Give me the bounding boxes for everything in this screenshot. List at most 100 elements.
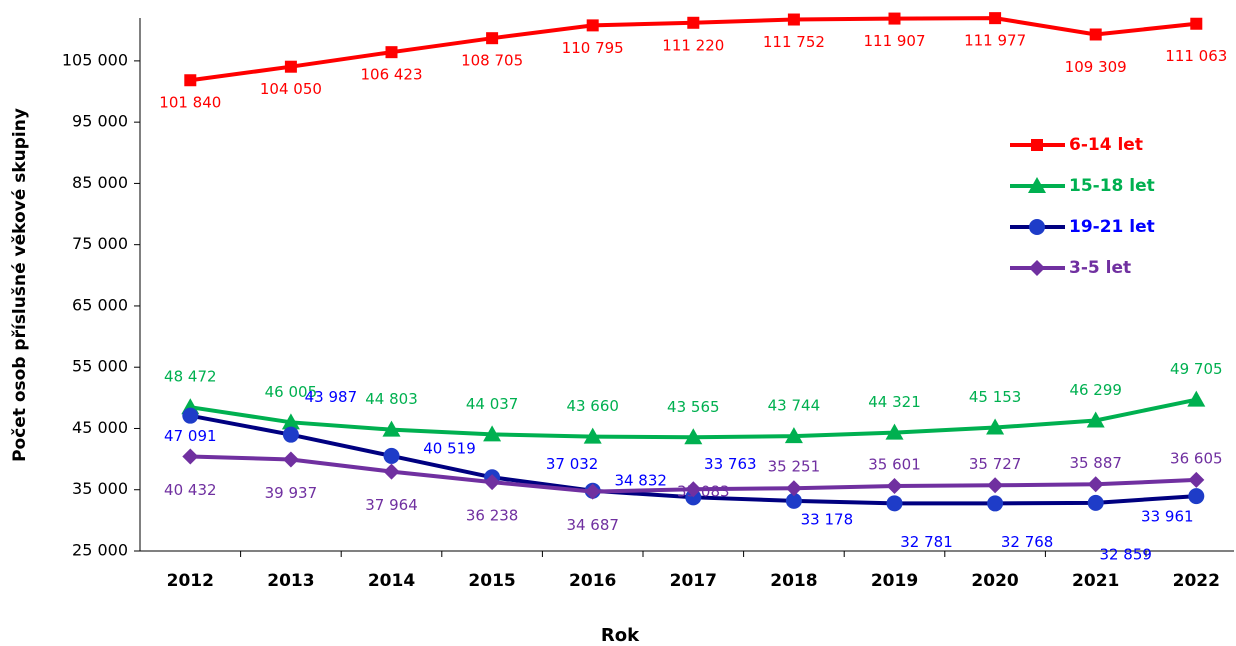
value-label: 111 752 [763, 33, 825, 51]
point [584, 483, 601, 500]
point [687, 16, 700, 29]
point [784, 427, 803, 444]
value-label: 45 153 [969, 388, 1022, 406]
point [382, 420, 401, 437]
value-label: 111 907 [863, 32, 925, 50]
point [989, 12, 1002, 25]
value-label: 39 937 [265, 484, 318, 502]
x-tick-label: 2020 [971, 571, 1018, 591]
value-label: 46 005 [265, 383, 318, 401]
value-label: 40 519 [423, 439, 476, 457]
value-label: 101 840 [159, 94, 221, 112]
point [182, 448, 199, 465]
value-label: 48 472 [164, 368, 217, 386]
value-label: 32 859 [1099, 545, 1152, 563]
value-label: 109 309 [1065, 58, 1127, 76]
value-label: 43 565 [667, 398, 720, 416]
point [987, 477, 1004, 494]
x-tick-label: 2016 [569, 571, 616, 591]
legend-label: 3-5 let [1069, 258, 1131, 278]
value-label: 44 037 [466, 395, 519, 413]
point [986, 418, 1005, 435]
point [1188, 488, 1205, 505]
y-tick-label: 75 000 [72, 234, 128, 253]
point [886, 478, 903, 495]
x-tick-label: 2017 [670, 571, 717, 591]
point [1190, 17, 1203, 30]
value-label: 43 987 [305, 388, 358, 406]
value-label: 111 220 [662, 36, 724, 54]
point [484, 474, 501, 491]
point [1089, 28, 1102, 41]
x-tick-label: 2018 [770, 571, 817, 591]
point [383, 463, 400, 480]
value-label: 33 961 [1141, 508, 1194, 526]
point [486, 32, 499, 45]
point [184, 74, 197, 87]
y-tick-label: 35 000 [72, 479, 128, 498]
value-label: 108 705 [461, 52, 523, 70]
value-label: 111 977 [964, 32, 1026, 50]
value-label: 44 803 [365, 390, 418, 408]
legend-label: 19-21 let [1069, 217, 1155, 237]
value-label: 49 705 [1170, 360, 1223, 378]
point [1086, 411, 1105, 428]
value-label: 35 251 [768, 458, 821, 476]
value-label: 34 687 [566, 516, 619, 534]
point [282, 426, 299, 443]
point [282, 451, 299, 468]
legend-marker [1028, 177, 1046, 193]
point [1087, 476, 1104, 493]
value-label: 35 887 [1069, 454, 1122, 472]
x-tick-label: 2013 [267, 571, 314, 591]
value-label: 40 432 [164, 481, 217, 499]
x-tick-label: 2012 [167, 571, 214, 591]
value-label: 35 727 [969, 455, 1022, 473]
legend-marker [1031, 139, 1043, 151]
value-label: 44 321 [868, 393, 921, 411]
value-label: 43 744 [768, 397, 821, 415]
value-label: 47 091 [164, 427, 217, 445]
point [888, 12, 901, 25]
point [685, 481, 702, 498]
value-label: 37 964 [365, 496, 418, 514]
value-label: 32 768 [1001, 533, 1054, 551]
x-axis-title: Rok [601, 625, 640, 646]
point [886, 495, 903, 512]
legend-marker [1029, 260, 1045, 276]
point [385, 46, 398, 59]
point [1187, 390, 1206, 407]
x-tick-label: 2014 [368, 571, 415, 591]
x-tick-label: 2019 [871, 571, 918, 591]
y-tick-label: 85 000 [72, 173, 128, 192]
value-label: 46 299 [1069, 381, 1122, 399]
value-label: 43 660 [566, 397, 619, 415]
point [785, 480, 802, 497]
y-tick-label: 55 000 [72, 357, 128, 376]
point [885, 423, 904, 440]
value-label: 106 423 [360, 66, 422, 84]
y-tick-label: 95 000 [72, 112, 128, 131]
value-label: 34 832 [614, 471, 667, 489]
value-label: 32 781 [900, 533, 953, 551]
y-tick-label: 105 000 [62, 50, 128, 69]
point [1087, 494, 1104, 511]
legend-label: 15-18 let [1069, 176, 1155, 196]
value-label: 110 795 [562, 39, 624, 57]
value-label: 111 063 [1165, 47, 1227, 65]
point [284, 60, 297, 73]
value-label: 36 238 [466, 507, 519, 525]
point [1188, 471, 1205, 488]
value-label: 36 605 [1170, 449, 1223, 467]
point [685, 489, 702, 506]
point [383, 447, 400, 464]
y-tick-label: 45 000 [72, 418, 128, 437]
x-tick-label: 2015 [468, 571, 515, 591]
value-label: 33 178 [801, 510, 854, 528]
point [583, 427, 602, 444]
value-label: 35 601 [868, 456, 921, 474]
point [785, 492, 802, 509]
legend-label: 6-14 let [1069, 135, 1143, 155]
value-label: 33 763 [704, 455, 757, 473]
